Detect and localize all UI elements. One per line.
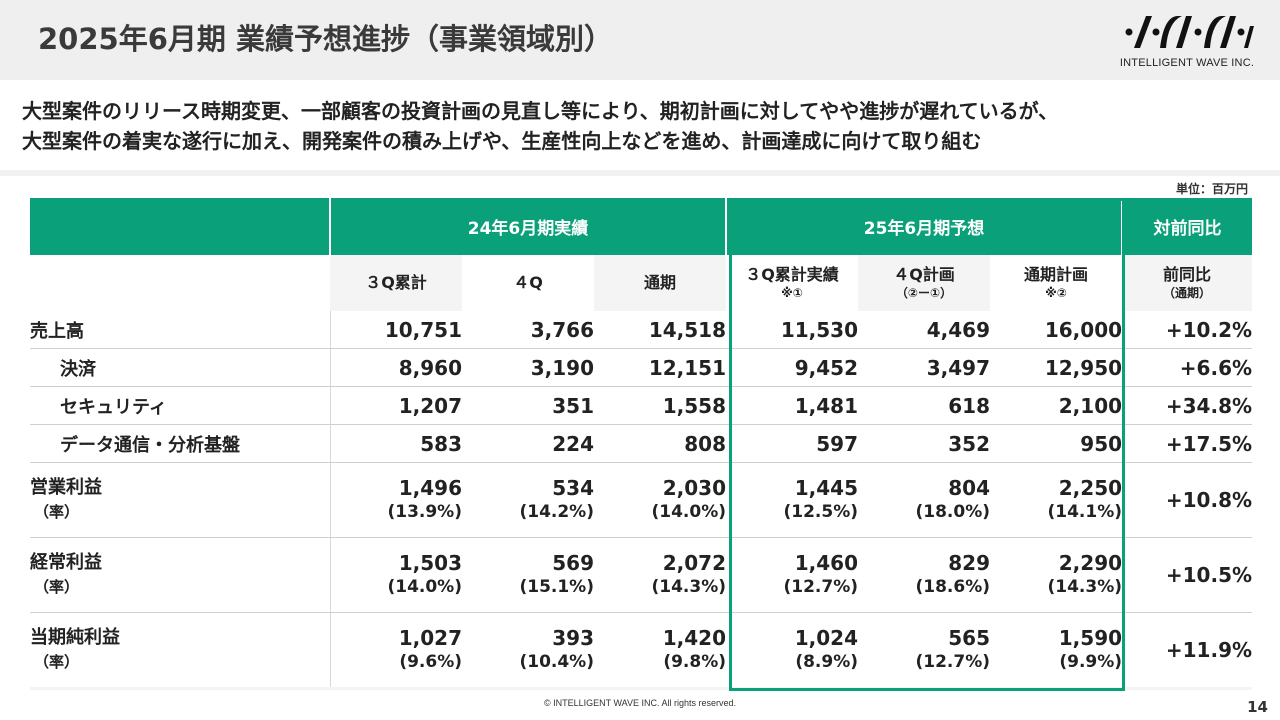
column-header: 通期計画 ※② xyxy=(990,255,1123,311)
column-header: 通期 xyxy=(594,255,727,311)
cell-value: 1,024 (8.9%) xyxy=(726,612,859,687)
unit-label: 単位：百万円 xyxy=(1175,182,1248,196)
cell-value: 224 xyxy=(462,424,594,463)
logo-text: INTELLIGENT WAVE INC. xyxy=(1119,57,1255,69)
cell-value: 2,030 (14.0%) xyxy=(594,462,727,538)
page-title: 2025年6月期 業績予想進捗（事業領域別） xyxy=(38,22,613,56)
row-label: 当期純利益 （率） xyxy=(30,612,331,687)
cell-value: 3,190 xyxy=(462,348,594,387)
performance-table: 24年6月期実績 25年6月期予想 対前同比 ３Q累計 ４Q 通期 ３Q累計実績… xyxy=(30,198,1253,687)
row-label: 経常利益 （率） xyxy=(30,537,331,613)
row-label: 営業利益 （率） xyxy=(30,462,331,538)
company-logo: INTELLIGENT WAVE INC. xyxy=(1112,12,1262,72)
header-actual: 24年6月期実績 xyxy=(328,198,727,255)
cell-value: 1,420 (9.8%) xyxy=(594,612,727,687)
cell-value: 393 (10.4%) xyxy=(462,612,594,687)
cell-value: 4,469 xyxy=(858,311,991,349)
cell-yoy: +10.2% xyxy=(1122,311,1253,349)
divider xyxy=(0,170,1280,176)
cell-value: 351 xyxy=(462,386,594,425)
header-forecast: 25年6月期予想 xyxy=(725,198,1123,255)
cell-value: 1,590 (9.9%) xyxy=(990,612,1123,687)
table-row-security: セキュリティ 1,207 351 1,558 1,481 618 2,100 +… xyxy=(30,386,1253,425)
page-number: 14 xyxy=(1247,698,1268,716)
cell-value: 352 xyxy=(858,424,991,463)
column-header: ４Q xyxy=(462,255,594,311)
column-header: 前同比 （通期） xyxy=(1122,255,1253,311)
summary-line-2: 大型案件の着実な遂行に加え、開発案件の積み上げや、生産性向上などを進め、計画達成… xyxy=(22,129,982,153)
cell-value: 10,751 xyxy=(330,311,462,349)
table-row-data-platform: データ通信・分析基盤 583 224 808 597 352 950 +17.5… xyxy=(30,424,1253,463)
cell-yoy: +10.8% xyxy=(1122,462,1253,538)
row-label: 売上高 xyxy=(30,311,331,349)
cell-value: 565 (12.7%) xyxy=(858,612,991,687)
table-row-ordinary-income: 経常利益 （率） 1,503 (14.0%) 569 (15.1%) 2,072 (14… xyxy=(30,537,1253,613)
table-row-sales: 売上高 10,751 3,766 14,518 11,530 4,469 16,… xyxy=(30,311,1253,349)
column-header: ３Q累計実績 ※① xyxy=(726,255,859,311)
table-column-header-row: ３Q累計 ４Q 通期 ３Q累計実績 ※① ４Q計画 （②ー①） 通期計画 ※② 前同比… xyxy=(30,255,1253,311)
cell-value: 9,452 xyxy=(726,348,859,387)
cell-yoy: +10.5% xyxy=(1122,537,1253,613)
logo-mark-icon xyxy=(1125,16,1254,48)
cell-value: 1,503 (14.0%) xyxy=(330,537,462,613)
row-label: セキュリティ xyxy=(30,386,331,425)
summary-line-1: 大型案件のリリース時期変更、一部顧客の投資計画の見直し等により、期初計画に対して… xyxy=(22,99,1059,123)
cell-value: 1,481 xyxy=(726,386,859,425)
cell-yoy: +34.8% xyxy=(1122,386,1253,425)
cell-value: 808 xyxy=(594,424,727,463)
cell-yoy: +11.9% xyxy=(1122,612,1253,687)
cell-value: 16,000 xyxy=(990,311,1123,349)
cell-value: 1,445 (12.5%) xyxy=(726,462,859,538)
table-group-header-row: 24年6月期実績 25年6月期予想 対前同比 xyxy=(30,198,1253,255)
cell-value: 11,530 xyxy=(726,311,859,349)
cell-value: 14,518 xyxy=(594,311,727,349)
cell-yoy: +6.6% xyxy=(1122,348,1253,387)
cell-value: 2,100 xyxy=(990,386,1123,425)
column-header: ３Q累計 xyxy=(330,255,462,311)
header-yoy: 対前同比 xyxy=(1121,198,1253,255)
summary-text: 大型案件のリリース時期変更、一部顧客の投資計画の見直し等により、期初計画に対して… xyxy=(22,96,1058,156)
cell-value: 829 (18.6%) xyxy=(858,537,991,613)
cell-value: 597 xyxy=(726,424,859,463)
cell-value: 1,027 (9.6%) xyxy=(330,612,462,687)
row-label: 決済 xyxy=(30,348,331,387)
cell-value: 534 (14.2%) xyxy=(462,462,594,538)
cell-value: 8,960 xyxy=(330,348,462,387)
cell-value: 2,250 (14.1%) xyxy=(990,462,1123,538)
cell-value: 950 xyxy=(990,424,1123,463)
cell-value: 1,496 (13.9%) xyxy=(330,462,462,538)
row-label: データ通信・分析基盤 xyxy=(30,424,331,463)
cell-value: 12,151 xyxy=(594,348,727,387)
table-row-operating-income: 営業利益 （率） 1,496 (13.9%) 534 (14.2%) 2,030 (14… xyxy=(30,462,1253,538)
cell-value: 804 (18.0%) xyxy=(858,462,991,538)
cell-value: 3,497 xyxy=(858,348,991,387)
cell-value: 618 xyxy=(858,386,991,425)
column-header: ４Q計画 （②ー①） xyxy=(858,255,991,311)
cell-yoy: +17.5% xyxy=(1122,424,1253,463)
cell-value: 2,072 (14.3%) xyxy=(594,537,727,613)
table-row-payment: 決済 8,960 3,190 12,151 9,452 3,497 12,950… xyxy=(30,348,1253,387)
column-header-blank xyxy=(30,255,330,311)
cell-value: 1,558 xyxy=(594,386,727,425)
table-row-net-income: 当期純利益 （率） 1,027 (9.6%) 393 (10.4%) 1,420 (9.… xyxy=(30,612,1253,687)
cell-value: 569 (15.1%) xyxy=(462,537,594,613)
cell-value: 1,460 (12.7%) xyxy=(726,537,859,613)
copyright-footer: © INTELLIGENT WAVE INC. All rights reser… xyxy=(543,698,736,708)
cell-value: 12,950 xyxy=(990,348,1123,387)
cell-value: 2,290 (14.3%) xyxy=(990,537,1123,613)
cell-value: 583 xyxy=(330,424,462,463)
slide-header: 2025年6月期 業績予想進捗（事業領域別） INTELLIGENT WAVE … xyxy=(0,0,1280,80)
cell-value: 1,207 xyxy=(330,386,462,425)
cell-value: 3,766 xyxy=(462,311,594,349)
header-blank xyxy=(30,198,330,255)
